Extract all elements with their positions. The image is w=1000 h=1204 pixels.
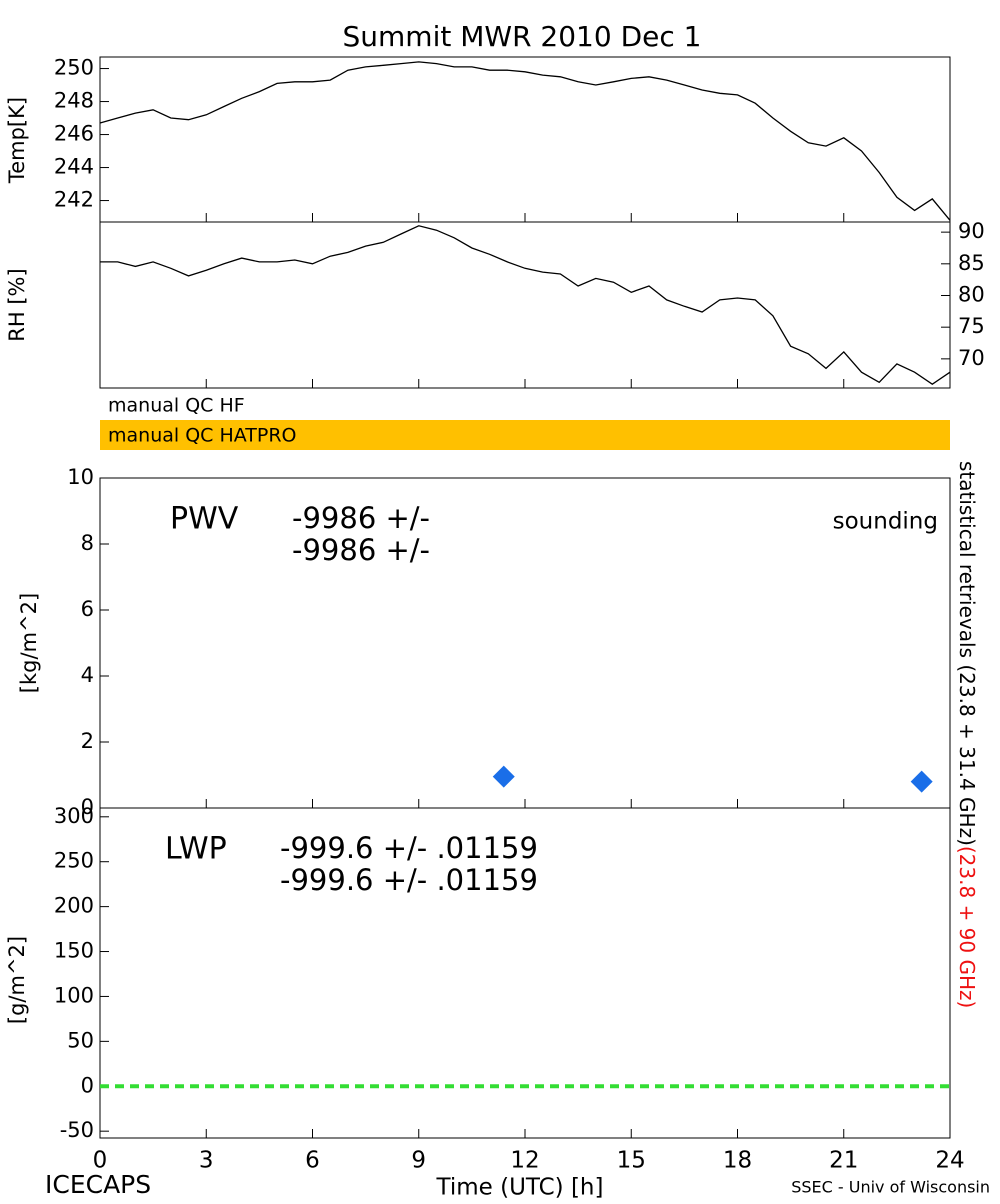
data-point: [910, 770, 933, 793]
panel-label: LWP: [165, 832, 227, 867]
y-tick-label: 150: [54, 939, 94, 963]
x-tick-label: 15: [617, 1148, 646, 1174]
legend-entry: sounding: [833, 509, 938, 535]
x-tick-label: 18: [723, 1148, 752, 1174]
y-tick-label: 6: [81, 597, 94, 621]
y-tick-label: 8: [81, 531, 94, 555]
x-axis-label: Time (UTC) [h]: [436, 1175, 604, 1201]
side-label-part: (23.8 + 90 GHz): [956, 846, 980, 1008]
y-tick-label: 250: [54, 56, 94, 80]
y-axis-label: [g/m^2]: [5, 936, 29, 1024]
y-axis-label: RH [%]: [5, 268, 29, 341]
y-tick-label: 70: [958, 346, 985, 370]
x-tick-label: 3: [199, 1148, 214, 1174]
chart-title: Summit MWR 2010 Dec 1: [343, 20, 702, 53]
y-tick-label: 2: [81, 729, 94, 753]
y-tick-label: 10: [67, 465, 94, 489]
qc-label: manual QC HATPRO: [108, 425, 297, 447]
annotation: -999.6 +/- .01159: [280, 831, 538, 865]
data-line: [100, 225, 951, 385]
x-tick-label: 24: [935, 1148, 964, 1174]
y-tick-label: 246: [54, 122, 94, 146]
y-tick-label: 90: [958, 219, 985, 243]
x-tick-label: 9: [411, 1148, 426, 1174]
data-point: [492, 765, 515, 788]
y-tick-label: 242: [54, 188, 94, 212]
y-tick-label: 100: [54, 983, 94, 1007]
y-tick-label: 50: [67, 1028, 94, 1052]
y-tick-label: 0: [81, 1073, 94, 1097]
qc-bar: [100, 392, 950, 419]
y-tick-label: 4: [81, 663, 94, 687]
y-tick-label: 200: [54, 894, 94, 918]
footer-left: ICECAPS: [45, 1170, 151, 1199]
y-tick-label: 250: [54, 849, 94, 873]
x-tick-label: 21: [829, 1148, 858, 1174]
annotation: -999.6 +/- .01159: [280, 863, 538, 897]
y-tick-label: 85: [958, 251, 985, 275]
data-line: [99, 61, 951, 221]
y-tick-label: 80: [958, 282, 985, 306]
side-label-part: statistical retrievals (23.8 + 31.4 GHz): [956, 461, 980, 846]
y-axis-label: [kg/m^2]: [17, 593, 41, 693]
y-tick-label: 244: [54, 155, 94, 179]
annotation: -9986 +/-: [292, 501, 430, 535]
y-tick-label: 300: [54, 804, 94, 828]
y-tick-label: 75: [958, 314, 985, 338]
x-tick-label: 0: [93, 1148, 108, 1174]
y-tick-label: 248: [54, 89, 94, 113]
y-axis-label: Temp[K]: [5, 97, 29, 184]
x-tick-label: 12: [510, 1148, 539, 1174]
x-tick-label: 6: [305, 1148, 320, 1174]
annotation: -9986 +/-: [292, 533, 430, 567]
y-tick-label: 0: [81, 795, 94, 819]
panel-label: PWV: [170, 502, 239, 537]
side-label: statistical retrievals (23.8 + 31.4 GHz)…: [956, 461, 980, 1008]
y-tick-label: -50: [60, 1118, 94, 1142]
qc-label: manual QC HF: [108, 395, 245, 417]
qc-bar: [100, 420, 950, 450]
footer-right: SSEC - Univ of Wisconsin: [791, 1178, 990, 1197]
